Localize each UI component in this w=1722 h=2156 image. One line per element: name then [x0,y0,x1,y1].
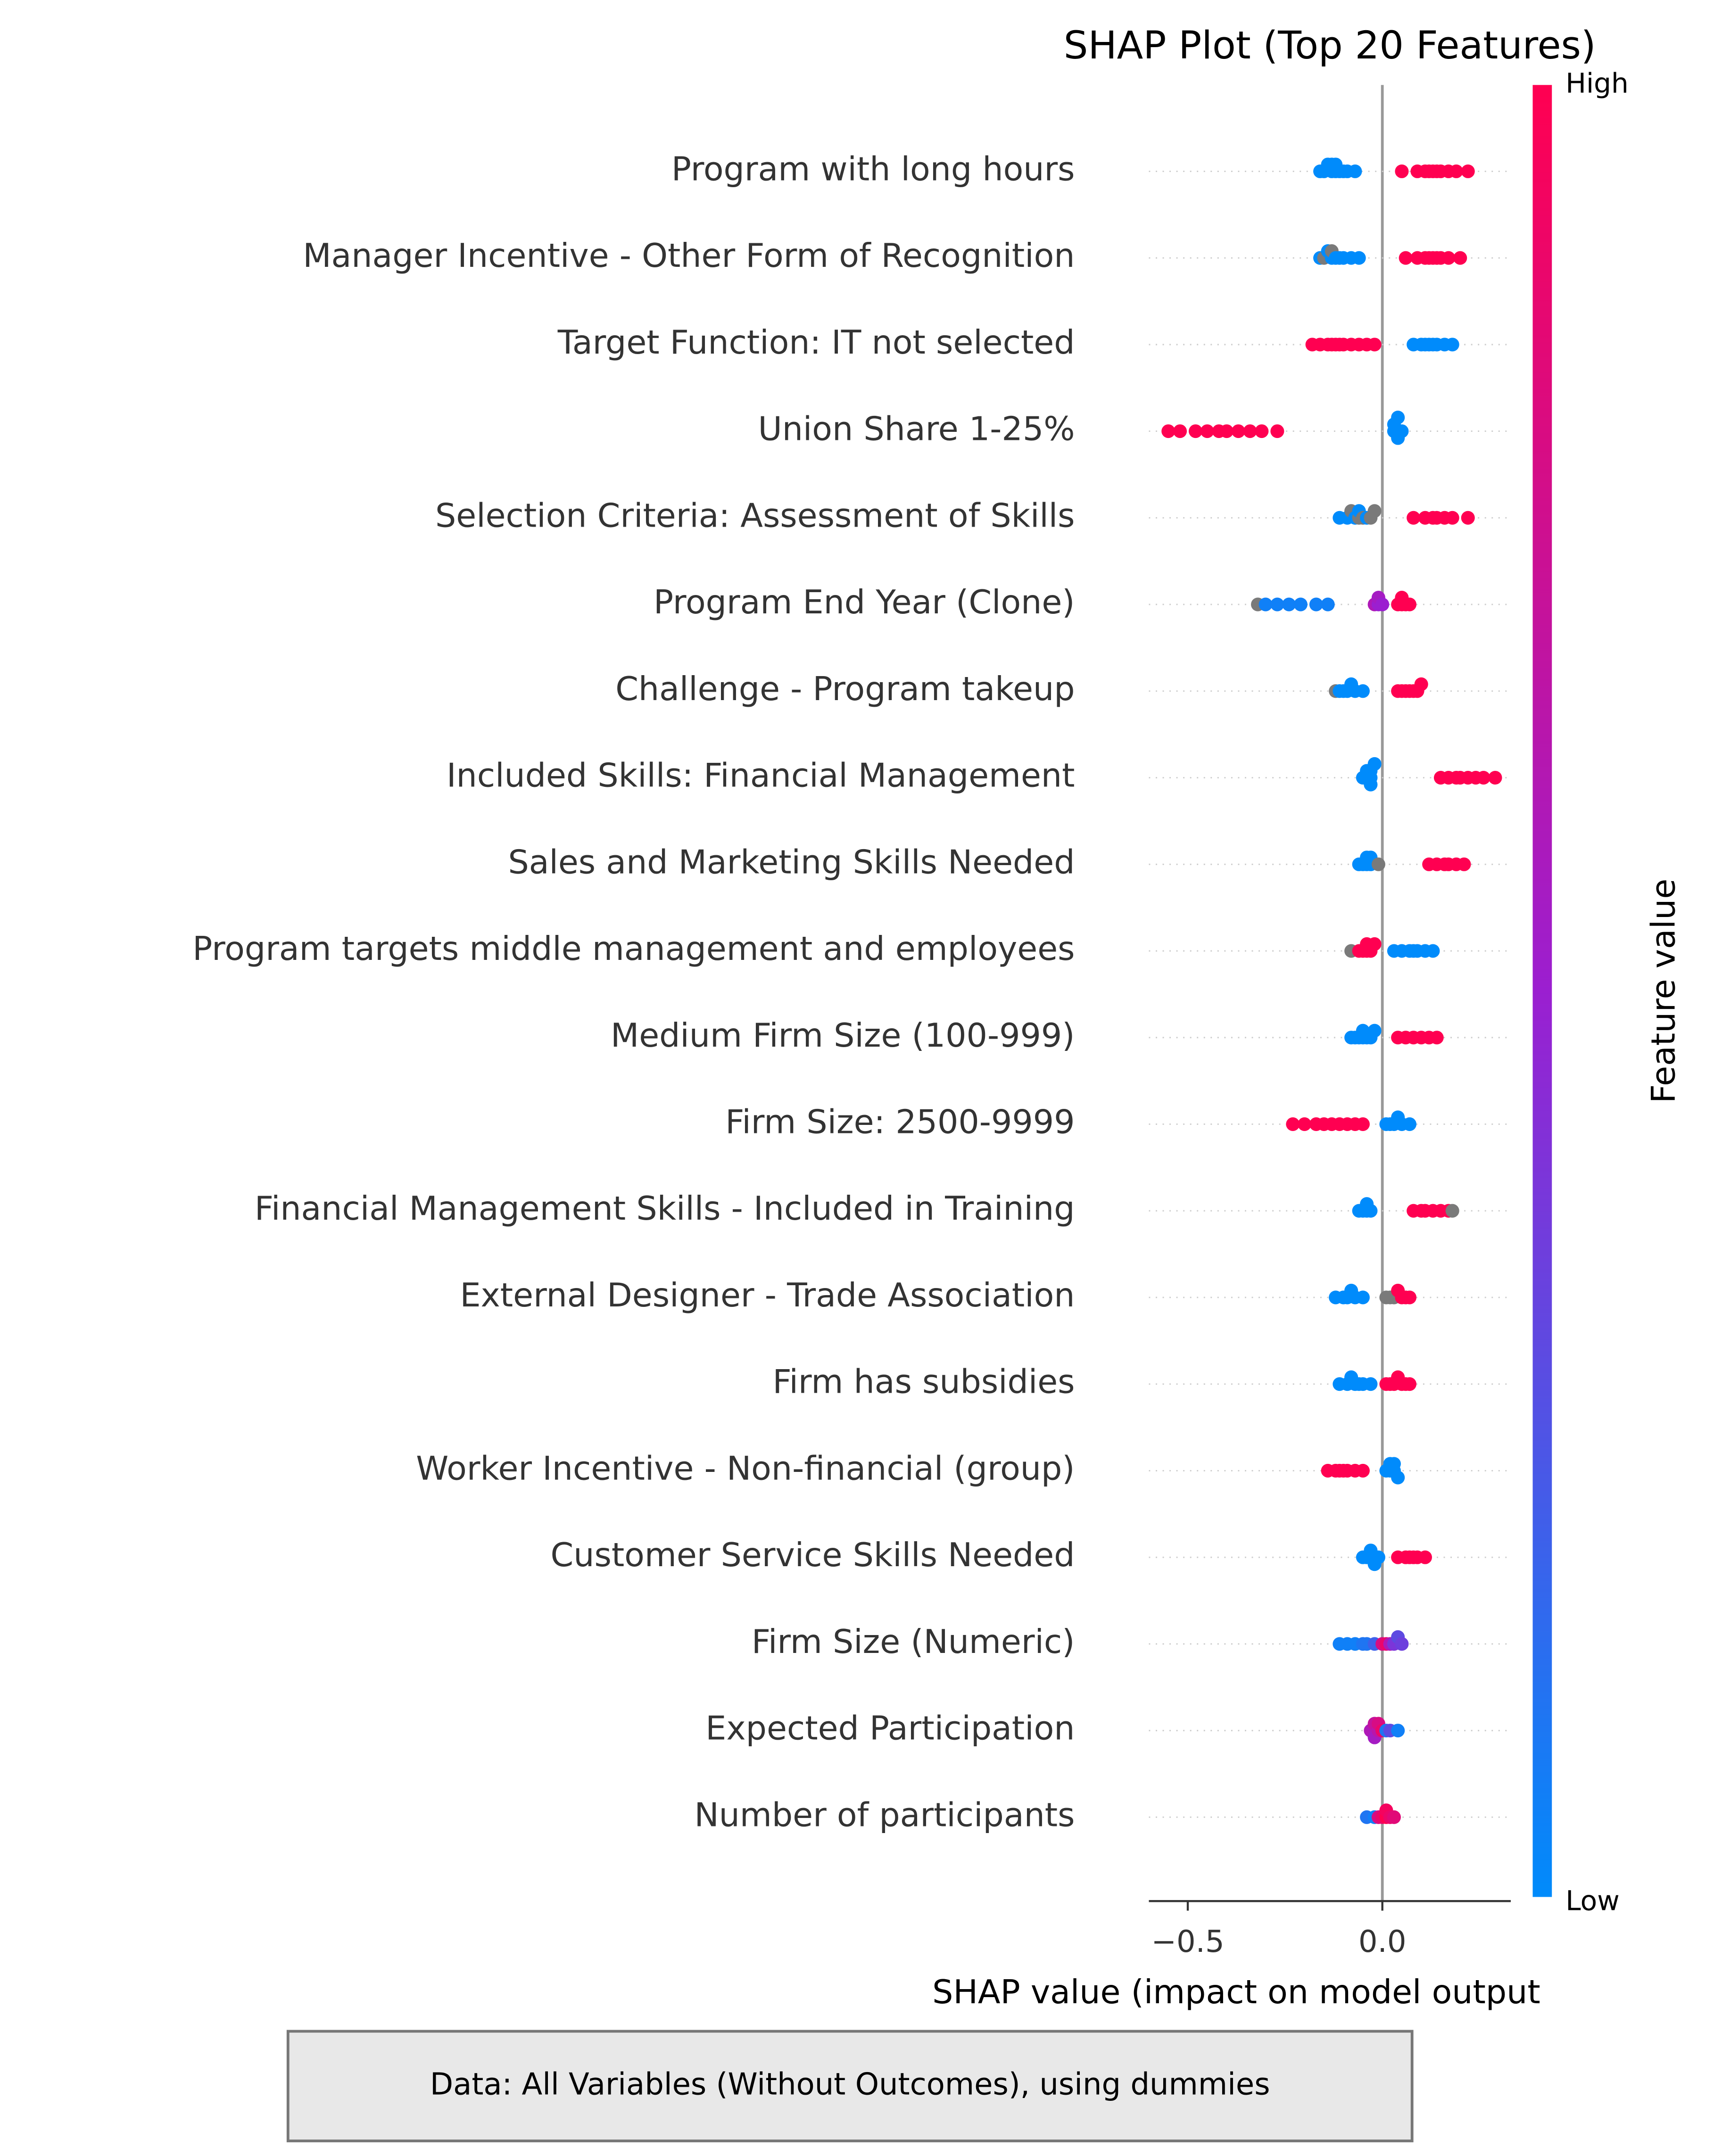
shap-dot [1402,1290,1416,1305]
shap-dot [1457,857,1471,871]
shap-dot [1395,164,1409,178]
shap-dot [1371,1550,1385,1564]
shap-dot [1414,677,1428,691]
x-tick-label: 0.0 [1358,1925,1407,1959]
x-tick-label: −0.5 [1151,1925,1224,1959]
shap-dot [1364,1204,1378,1218]
shap-dot [1367,937,1382,951]
shap-dot [1453,251,1467,265]
feature-label: Manager Incentive - Other Form of Recogn… [303,237,1075,275]
shap-dot [1402,597,1416,611]
shap-dot [1367,338,1382,352]
shap-dot [1395,1637,1409,1651]
shap-dot [1407,511,1421,525]
shap-dot [1445,511,1459,525]
feature-label: Expected Participation [705,1710,1075,1748]
shap-dot [1356,1290,1370,1305]
shap-dot [1367,504,1382,518]
shap-dot [1367,757,1382,771]
shap-dot [1352,251,1366,265]
shap-dot [1356,1463,1370,1478]
shap-dot [1200,424,1214,438]
feature-label: Financial Management Skills - Included i… [255,1190,1075,1228]
shap-dot [1488,771,1502,785]
shap-dot [1258,597,1273,611]
feature-label: Number of participants [695,1796,1075,1834]
shap-dot [1399,251,1413,265]
shap-dot [1375,597,1390,611]
feature-label: Challenge - Program takeup [615,670,1075,708]
feature-label: Union Share 1-25% [758,410,1075,448]
feature-label: External Designer - Trade Association [460,1276,1075,1314]
shap-dot [1282,597,1296,611]
shap-dot [1402,1377,1416,1391]
shap-dot [1364,1377,1378,1391]
shap-dot [1161,424,1176,438]
shap-dot [1189,424,1203,438]
colorbar [1532,85,1552,1897]
feature-label: Program End Year (Clone) [654,583,1075,621]
colorbar-high: High [1565,67,1629,99]
feature-label: Program targets middle management and em… [192,930,1075,968]
chart-title: SHAP Plot (Top 20 Features) [1064,23,1596,68]
shap-dot [1270,424,1284,438]
shap-dot [1391,410,1405,425]
feature-label: Worker Incentive - Non-financial (group) [416,1449,1075,1487]
feature-label: Selection Criteria: Assessment of Skills [435,496,1075,535]
shap-dot [1430,1031,1444,1045]
feature-label: Firm Size: 2500-9999 [725,1103,1075,1141]
shap-dot [1243,424,1257,438]
shap-dot [1309,597,1323,611]
shap-dot [1461,164,1475,178]
shap-dot [1356,684,1370,698]
shap-dot [1298,1117,1312,1132]
shap-dot [1391,1470,1405,1485]
shap-dot [1445,338,1459,352]
shap-dot [1449,164,1464,178]
shap-dot [1367,1024,1382,1038]
feature-label: Sales and Marketing Skills Needed [508,843,1075,881]
footnote-box [286,2030,1414,2142]
shap-dot [1476,771,1490,785]
feature-label: Firm Size (Numeric) [752,1623,1075,1661]
shap-dot [1426,944,1440,958]
colorbar-low: Low [1565,1884,1619,1916]
shap-dot [1286,1117,1300,1132]
shap-dot [1402,1117,1416,1132]
shap-dot [1220,424,1234,438]
shap-dot [1387,1810,1401,1824]
shap-dot [1418,1550,1432,1564]
shap-dot [1356,1117,1370,1132]
shap-dot [1231,424,1245,438]
colorbar-label: Feature value [1645,879,1683,1103]
shap-dot [1255,424,1269,438]
x-axis-label: SHAP value (impact on model output [932,1973,1540,2011]
feature-label: Medium Firm Size (100-999) [611,1016,1075,1055]
shap-dot [1387,1457,1401,1471]
footnote: Data: All Variables (Without Outcomes), … [430,2067,1270,2102]
shap-dot [1321,597,1335,611]
shap-dot [1364,777,1378,792]
shap-dot [1445,1204,1459,1218]
shap-dot [1461,511,1475,525]
feature-label: Customer Service Skills Needed [551,1536,1075,1574]
feature-label: Target Function: IT not selected [557,323,1075,362]
shap-dot [1395,424,1409,438]
feature-label: Included Skills: Financial Management [447,757,1075,795]
shap-dot [1270,597,1284,611]
feature-label: Firm has subsidies [772,1363,1075,1401]
shap-dot [1348,164,1362,178]
shap-dot [1293,597,1308,611]
shap-dot [1391,1724,1405,1738]
feature-label: Program with long hours [671,150,1075,188]
shap-dot [1371,857,1385,871]
shap-dot [1441,251,1456,265]
shap-dot [1173,424,1187,438]
